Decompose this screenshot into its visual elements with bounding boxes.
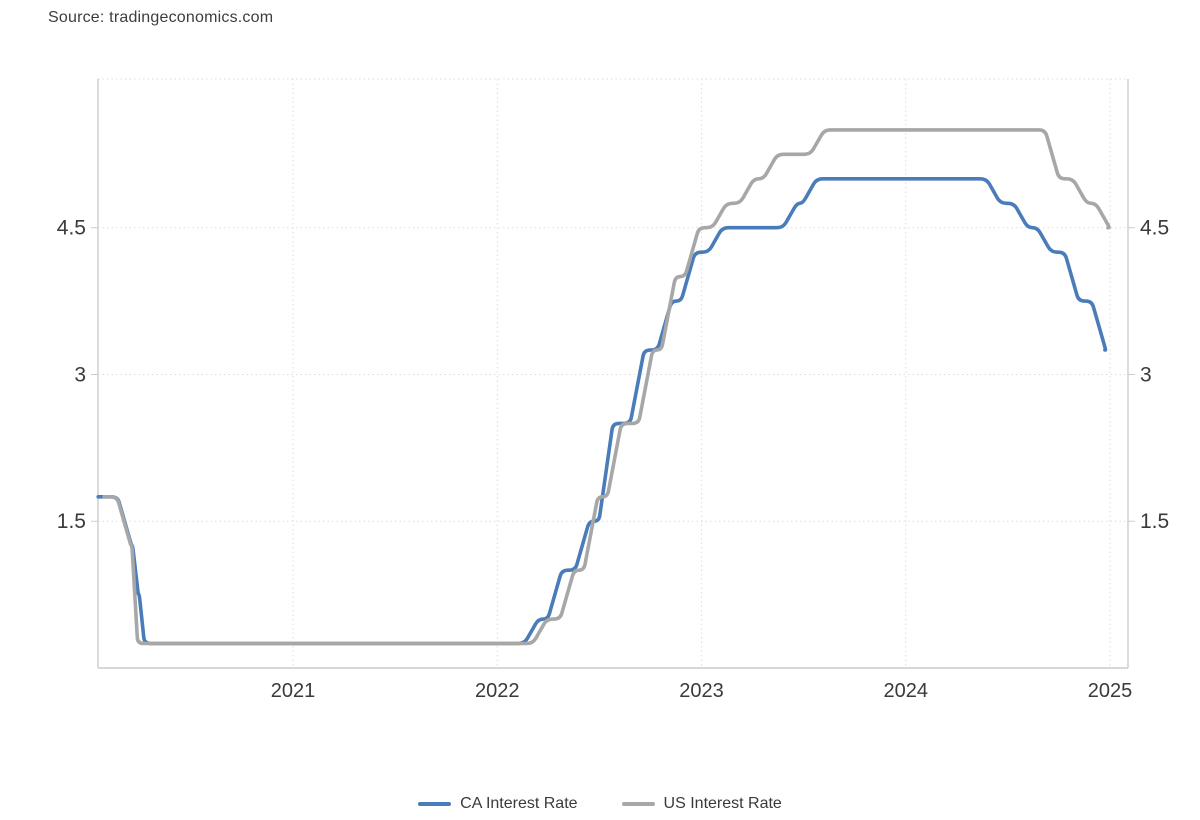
us-line-swatch	[621, 802, 655, 806]
x-tick-label: 2022	[475, 680, 520, 702]
us-rate-line	[102, 128, 1111, 646]
ca-legend-label: CA Interest Rate	[460, 795, 578, 812]
ca-line-swatch	[418, 802, 452, 806]
chart-legend: CA Interest Rate US Interest Rate	[0, 791, 1200, 817]
x-tick-label: 2024	[884, 680, 929, 702]
y-tick-label-left: 3	[74, 363, 86, 386]
ca-rate-line	[96, 177, 1108, 646]
x-tick-label: 2023	[679, 680, 724, 702]
x-tick-label: 2021	[271, 680, 316, 702]
legend-item-us[interactable]: US Interest Rate	[621, 795, 782, 813]
source-attribution: Source: tradingeconomics.com	[48, 9, 274, 26]
interest-rate-chart[interactable]: 2021 2022 2023 2024 2025 1.5 1.5 3 3 4.5 4.5	[0, 0, 1200, 745]
us-legend-label: US Interest Rate	[663, 795, 782, 812]
y-tick-label-right: 1.5	[1140, 510, 1169, 533]
y-tick-label-left: 1.5	[57, 510, 86, 533]
y-tick-label-right: 4.5	[1140, 217, 1169, 240]
y-tick-label-right: 3	[1140, 363, 1152, 386]
legend-item-ca[interactable]: CA Interest Rate	[418, 795, 578, 813]
x-tick-label: 2025	[1088, 680, 1133, 702]
y-tick-label-left: 4.5	[57, 217, 86, 240]
